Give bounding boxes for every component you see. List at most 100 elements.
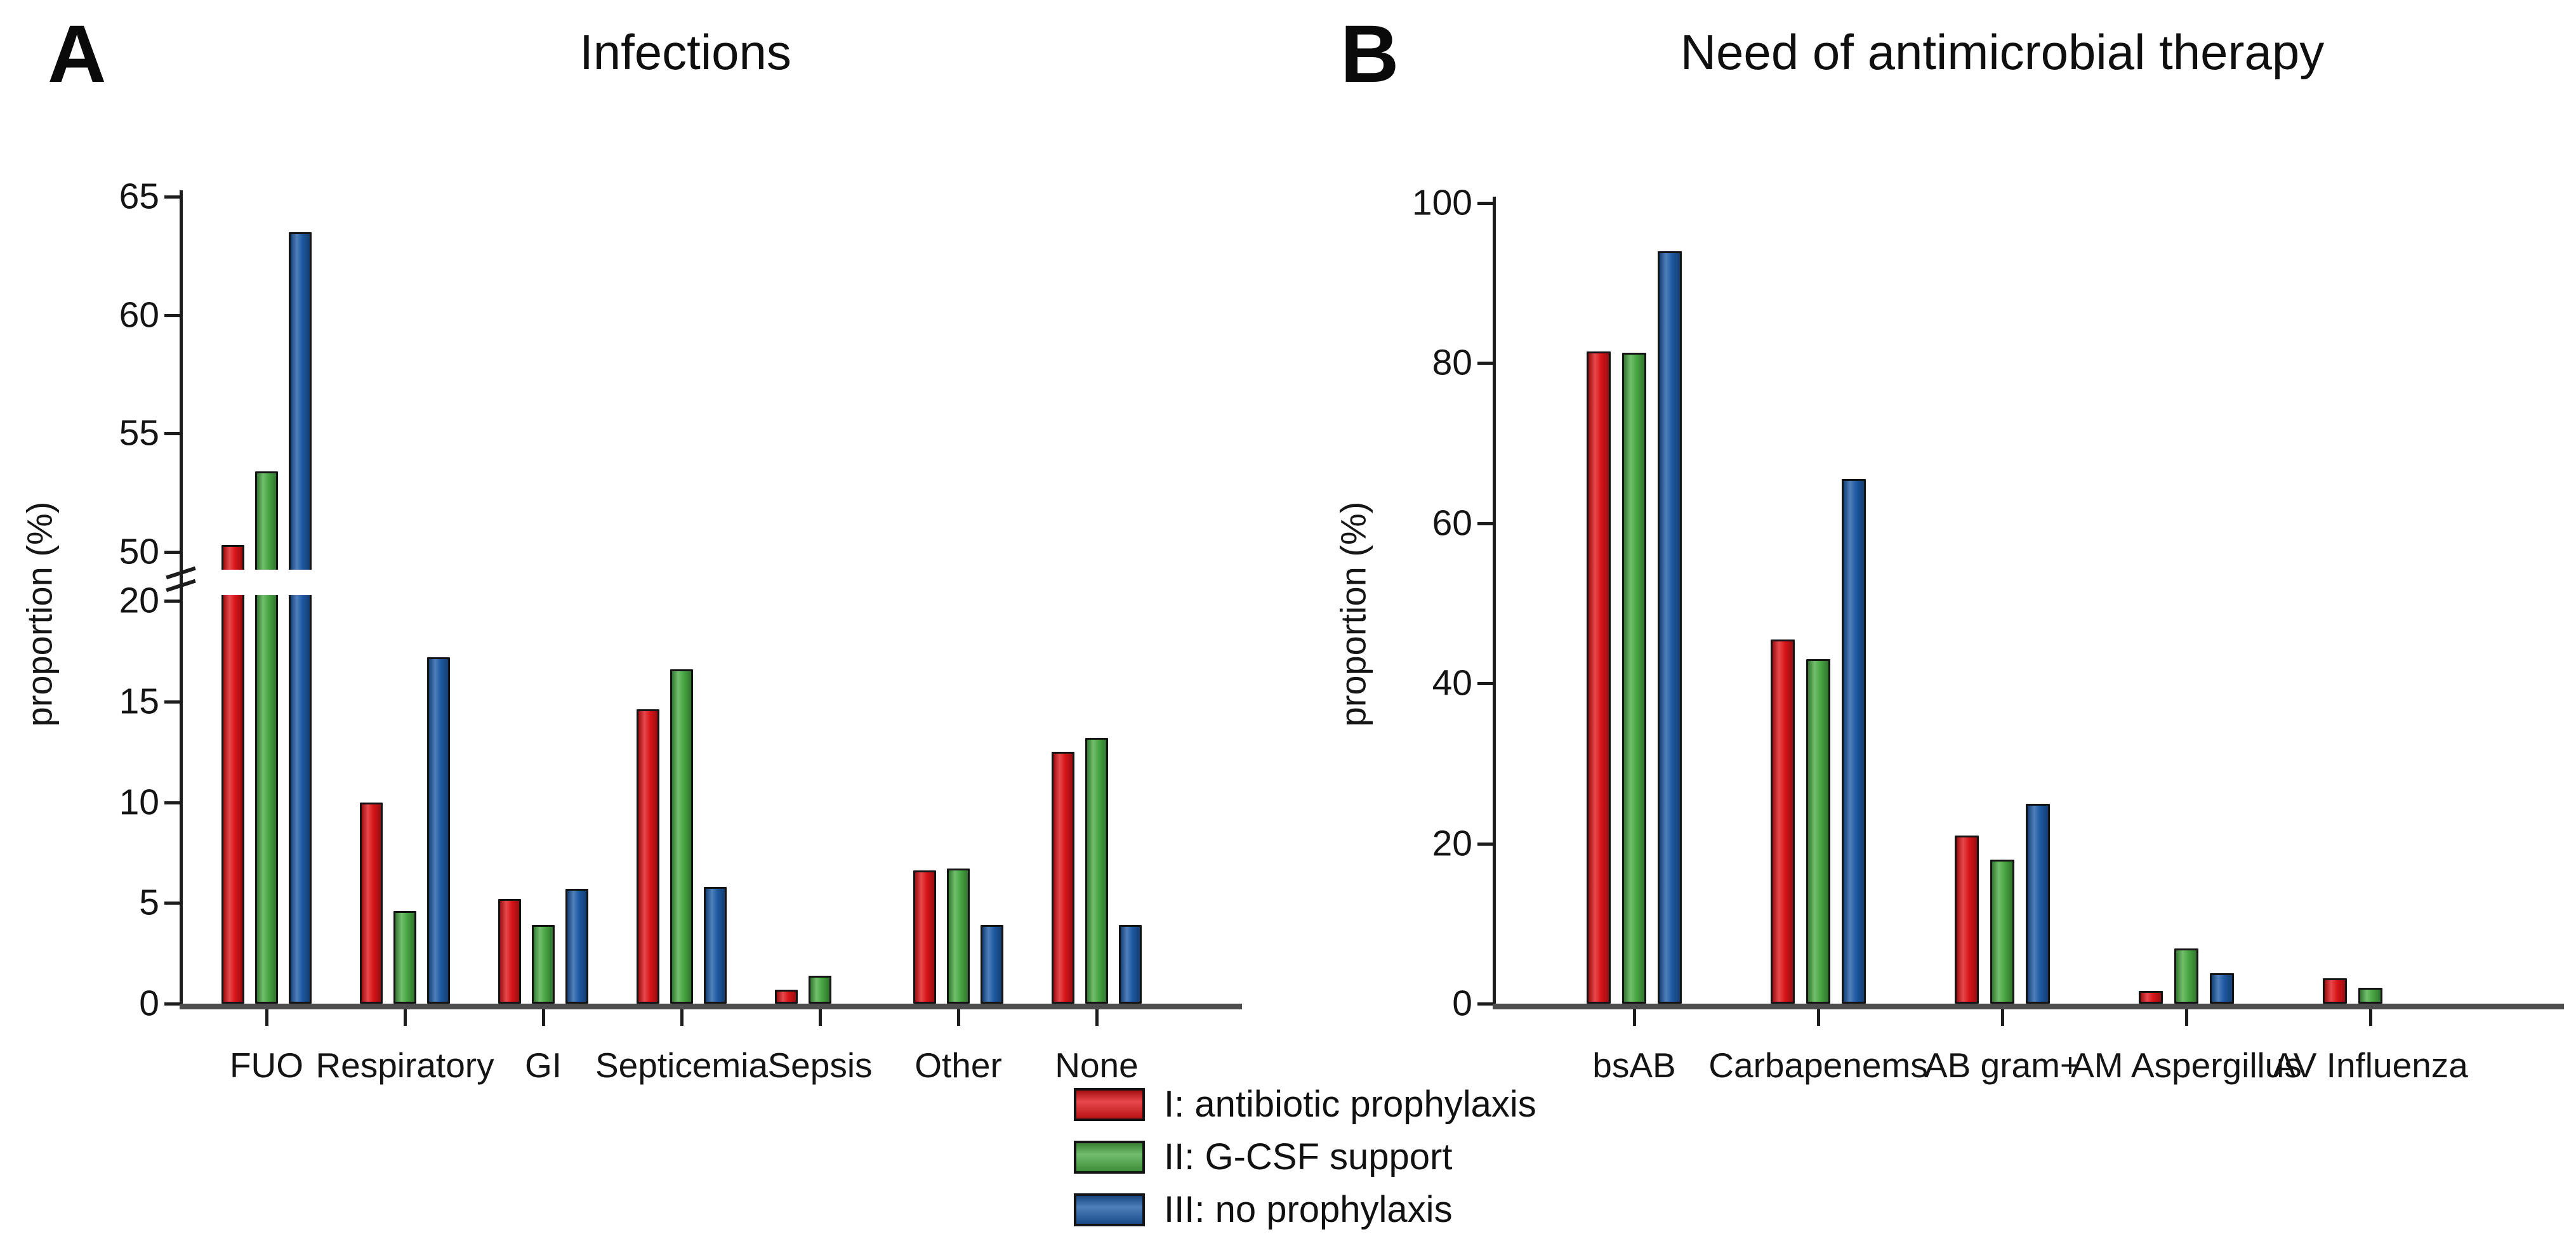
bar-a-0-series-1 [221,545,244,1004]
bar-b-4-series-1 [2323,978,2347,1004]
bar-b-1-series-2 [1806,659,1830,1004]
bar-a-4-series-1 [775,990,798,1004]
x-tick [2001,1009,2004,1026]
y-tick-label: 20 [1432,823,1472,864]
bar-b-2-series-3 [2026,804,2050,1004]
bar-a-5-series-1 [913,870,936,1004]
y-tick [1477,1002,1493,1006]
bar-b-1-series-3 [1842,479,1866,1004]
legend-label: I: antibiotic prophylaxis [1164,1084,1536,1125]
x-tick-label: Respiratory [315,1046,494,1085]
y-tick [164,801,180,804]
x-tick [1633,1009,1636,1026]
bar-a-3-series-3 [704,887,727,1004]
y-tick-label: 0 [1452,983,1472,1024]
x-tick-label: AM Aspergillus [2071,1046,2302,1085]
y-tick [164,600,180,603]
y-tick [164,902,180,905]
bar-b-1-series-1 [1771,639,1795,1004]
bar-a-3-series-2 [670,669,693,1004]
bar-a-1-series-1 [360,803,383,1004]
bar-a-4-series-2 [809,976,831,1004]
legend-swatch [1074,1193,1145,1226]
y-tick [1477,362,1493,365]
panel-a-title: Infections [579,24,791,80]
x-tick [1817,1009,1820,1026]
panel-a-letter: A [48,9,107,100]
x-tick [680,1009,684,1026]
y-tick-label: 15 [119,681,159,722]
x-axis-line [1493,1004,2564,1009]
x-tick [2369,1009,2372,1026]
bar-a-0-series-3 [289,232,312,1004]
y-tick [1477,843,1493,846]
y-tick [164,314,180,317]
bar-b-3-series-2 [2174,948,2198,1004]
y-tick [1477,682,1493,685]
bar-a-5-series-3 [981,925,1003,1004]
x-tick-label: FUO [229,1046,304,1085]
x-tick [542,1009,545,1026]
legend-item: III: no prophylaxis [1074,1191,1453,1228]
x-tick [957,1009,960,1026]
x-tick-label: None [1055,1046,1139,1085]
bar-a-1-series-3 [427,657,450,1004]
x-axis-line [180,1004,1242,1009]
y-tick [164,1002,180,1006]
bar-a-5-series-2 [947,869,970,1004]
y-tick [164,432,180,435]
y-tick-label: 5 [139,882,159,923]
y-tick-label: 0 [139,983,159,1024]
bar-a-1-series-2 [393,911,416,1004]
x-tick-label: Septicemia [595,1046,769,1085]
axis-break-stripe [187,570,1242,595]
legend-label: III: no prophylaxis [1164,1189,1453,1230]
panel-b-title: Need of antimicrobial therapy [1680,24,2325,80]
y-axis-line [1493,197,1496,1009]
y-tick [164,551,180,554]
x-tick-label: AV Influenza [2273,1046,2468,1085]
x-tick [1095,1009,1099,1026]
panel-a-y-axis-label: proportion (%) [19,501,60,727]
bar-a-6-series-2 [1085,738,1108,1004]
y-tick-label: 55 [119,412,159,454]
x-tick-label: GI [524,1046,562,1085]
y-tick-label: 20 [119,580,159,621]
y-tick [164,700,180,704]
y-tick-label: 60 [119,294,159,336]
bar-a-3-series-1 [637,709,659,1004]
x-tick [404,1009,407,1026]
y-tick-label: 10 [119,782,159,823]
legend-label: II: G-CSF support [1164,1136,1453,1177]
y-tick [1477,202,1493,205]
bar-a-2-series-2 [532,925,555,1004]
bar-a-2-series-1 [498,899,521,1004]
bar-a-6-series-1 [1052,752,1074,1004]
y-axis-line [180,190,183,1009]
y-tick [1477,522,1493,525]
bar-b-4-series-2 [2358,988,2382,1004]
panel-b-letter: B [1340,9,1399,100]
x-tick-label: AB gram+ [1924,1046,2081,1085]
x-tick-label: Sepsis [767,1046,873,1085]
bar-b-3-series-3 [2210,973,2234,1004]
x-tick [2185,1009,2188,1026]
x-tick [265,1009,268,1026]
y-tick-label: 50 [119,531,159,572]
bar-b-2-series-1 [1955,836,1979,1004]
bar-b-0-series-1 [1587,351,1611,1004]
bar-a-0-series-2 [255,471,278,1004]
y-tick [164,195,180,199]
x-tick [819,1009,822,1026]
x-tick-label: bsAB [1592,1046,1676,1085]
bar-b-0-series-2 [1622,353,1646,1004]
legend-swatch [1074,1088,1145,1121]
bar-b-3-series-1 [2139,991,2163,1004]
y-tick-label: 65 [119,176,159,217]
y-tick-label: 80 [1432,342,1472,383]
legend-item: I: antibiotic prophylaxis [1074,1086,1536,1123]
legend-swatch [1074,1141,1145,1174]
panel-b-y-axis-label: proportion (%) [1333,501,1373,727]
y-tick-label: 60 [1432,502,1472,544]
